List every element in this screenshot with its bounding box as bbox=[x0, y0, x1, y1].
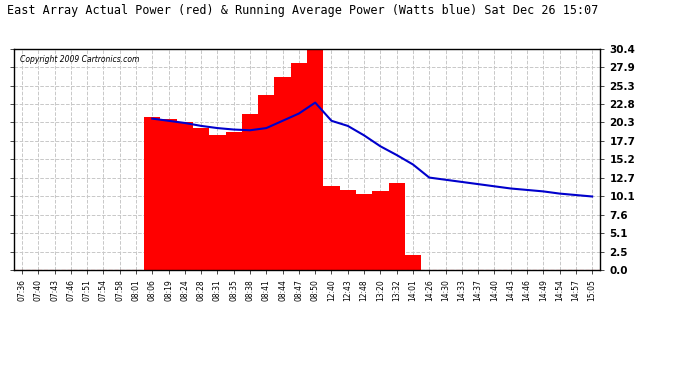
Bar bbox=[275, 77, 290, 270]
Bar bbox=[193, 128, 209, 270]
Bar bbox=[372, 191, 388, 270]
Bar bbox=[209, 135, 226, 270]
Bar bbox=[144, 117, 160, 270]
Bar bbox=[290, 63, 307, 270]
Bar bbox=[324, 186, 339, 270]
Text: East Array Actual Power (red) & Running Average Power (Watts blue) Sat Dec 26 15: East Array Actual Power (red) & Running … bbox=[7, 4, 598, 17]
Bar bbox=[307, 49, 324, 270]
Bar bbox=[177, 122, 193, 270]
Bar bbox=[388, 183, 405, 270]
Bar bbox=[242, 114, 258, 270]
Bar bbox=[258, 95, 275, 270]
Text: Copyright 2009 Cartronics.com: Copyright 2009 Cartronics.com bbox=[19, 56, 139, 64]
Bar bbox=[339, 190, 356, 270]
Bar bbox=[405, 255, 421, 270]
Bar bbox=[160, 118, 177, 270]
Bar bbox=[356, 194, 372, 270]
Bar bbox=[226, 132, 242, 270]
